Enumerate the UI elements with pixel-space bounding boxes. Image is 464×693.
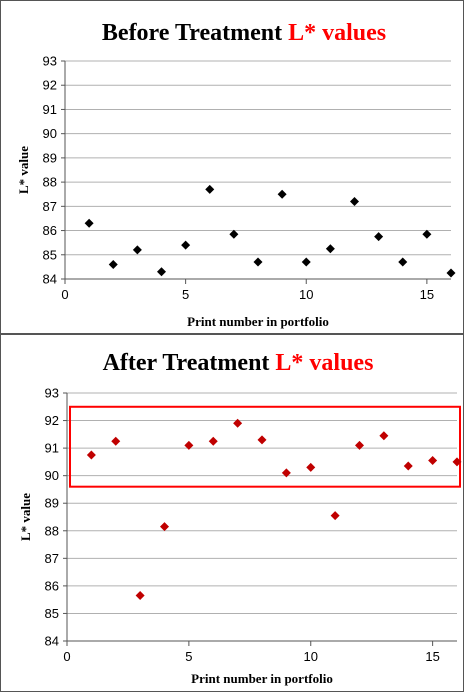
data-point	[374, 232, 384, 242]
data-point	[446, 268, 456, 278]
y-tick-label: 93	[43, 54, 57, 69]
x-tick-label: 15	[425, 649, 439, 664]
data-point	[355, 440, 364, 450]
panel-divider	[0, 333, 464, 334]
y-axis-label: L* value	[18, 493, 33, 541]
y-tick-label: 87	[45, 551, 59, 566]
chart-before: Before Treatment L* values 84 85 86 87 88 89 90…	[16, 20, 456, 329]
data-point	[135, 591, 145, 601]
y-tick-label: 85	[45, 606, 59, 621]
y-axis-label: L* value	[16, 146, 31, 194]
y-tick-label: 90	[43, 126, 57, 141]
data-point	[403, 461, 413, 471]
y-tick-label: 84	[43, 272, 57, 287]
data-point	[306, 462, 316, 472]
chart-title-highlight: L* values	[275, 350, 373, 376]
data-point	[84, 218, 94, 228]
data-point	[379, 431, 389, 441]
highlight-box	[69, 405, 461, 488]
data-point	[277, 189, 287, 199]
data-point	[301, 257, 311, 267]
data-point	[111, 436, 121, 446]
data-point	[422, 229, 432, 239]
x-tick-label: 10	[304, 649, 318, 664]
x-tick-label: 10	[299, 287, 313, 302]
y-tick-label: 88	[45, 523, 59, 538]
y-tick-label: 84	[45, 634, 59, 649]
y-tick-label: 88	[43, 175, 57, 190]
data-point	[160, 522, 169, 532]
data-point	[281, 468, 291, 478]
data-point	[229, 229, 239, 239]
data-point	[330, 511, 340, 521]
y-tick-label: 86	[45, 578, 59, 593]
data-point	[398, 257, 408, 267]
data-point	[132, 245, 142, 255]
y-tick-label: 92	[43, 78, 57, 93]
x-tick-label: 0	[63, 649, 70, 664]
y-tick-label: 85	[43, 247, 57, 262]
data-point	[108, 259, 118, 269]
data-point	[452, 457, 462, 467]
data-point	[428, 456, 438, 466]
data-point	[181, 240, 191, 250]
x-tick-label: 0	[61, 287, 68, 302]
y-tick-label: 92	[45, 413, 59, 428]
chart-panel-after: After Treatment L* values 84 85 86 87 88 89 90 9…	[0, 334, 464, 692]
data-point	[86, 450, 96, 460]
y-tick-label: 93	[45, 386, 59, 401]
data-point	[208, 436, 218, 446]
data-point	[257, 435, 267, 445]
y-tick-label: 86	[43, 223, 57, 238]
chart-panel-before: Before Treatment L* values 84 85 86 87 88 89 90…	[0, 0, 464, 333]
data-point	[253, 257, 263, 267]
data-point	[205, 184, 215, 194]
y-tick-label: 91	[45, 441, 59, 456]
x-axis-label: Print number in portfolio	[187, 314, 329, 329]
x-tick-label: 15	[420, 287, 434, 302]
data-point	[233, 418, 243, 428]
y-tick-label: 89	[45, 496, 59, 511]
y-tick-label: 89	[43, 150, 57, 165]
x-axis-label: Print number in portfolio	[191, 671, 333, 686]
data-point	[157, 267, 166, 277]
x-tick-label: 5	[185, 649, 192, 664]
data-point	[325, 244, 335, 254]
y-tick-label: 91	[43, 102, 57, 117]
chart-title-main: Before Treatment	[102, 20, 288, 46]
y-tick-label: 90	[45, 468, 59, 483]
chart-title-highlight: L* values	[288, 20, 386, 46]
chart-title: After Treatment L* values	[103, 350, 374, 376]
data-point	[184, 440, 194, 450]
x-tick-label: 5	[182, 287, 189, 302]
chart-after: After Treatment L* values 84 85 86 87 88 89 90 9…	[18, 350, 462, 686]
chart-title: Before Treatment L* values	[102, 20, 386, 46]
chart-title-main: After Treatment	[103, 350, 276, 376]
data-point	[350, 196, 359, 206]
y-tick-label: 87	[43, 199, 57, 214]
